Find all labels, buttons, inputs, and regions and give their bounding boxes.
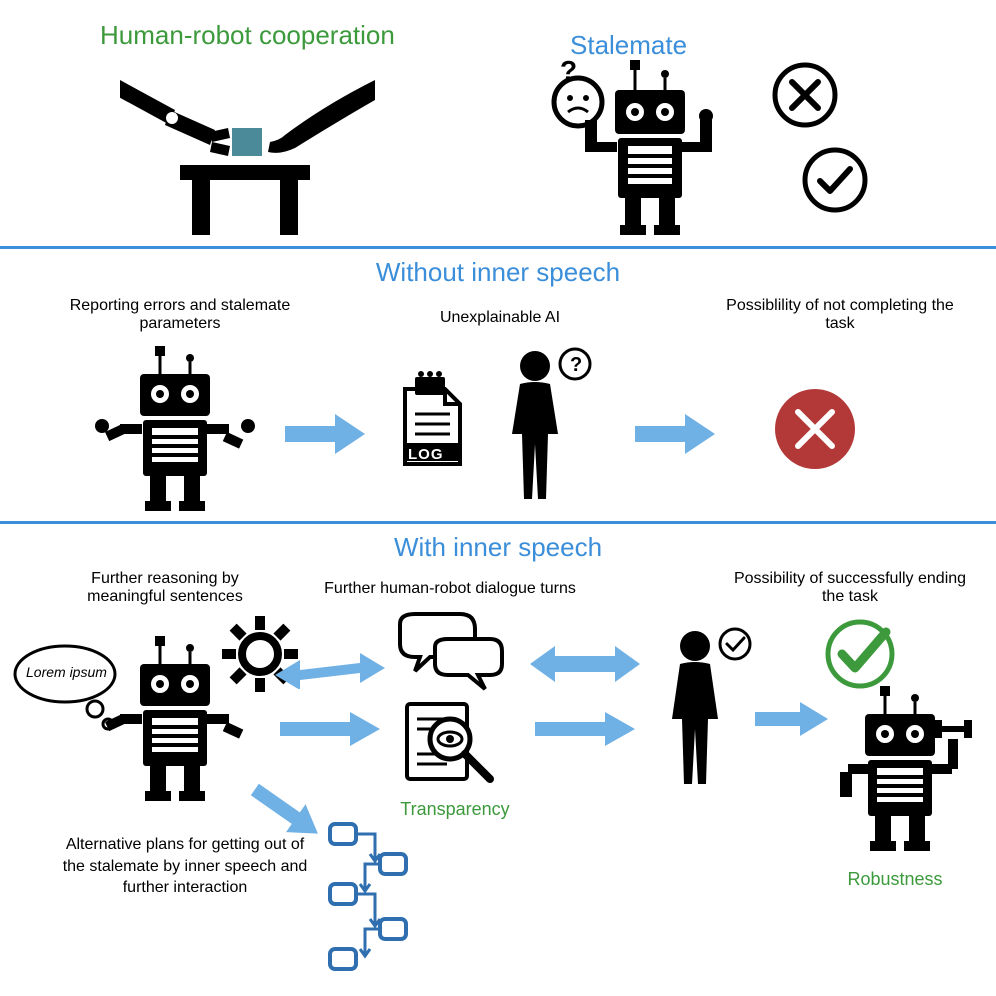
title-with: With inner speech [0, 532, 996, 563]
caption-errors: Reporting errors and stalemate parameter… [50, 297, 310, 333]
speech-bubbles-icon [390, 609, 510, 699]
caption-success: Possibility of successfully ending the t… [730, 570, 970, 606]
section-top: Human-robot cooperation Stalemate [0, 0, 996, 246]
caption-altplans: Alternative plans for getting out of the… [55, 834, 315, 899]
caption-unexplainable: Unexplainable AI [400, 309, 600, 327]
caption-notcompleting: Possiblility of not completing the task [720, 297, 960, 333]
section-middle: Without inner speech Reporting errors an… [0, 249, 996, 521]
svg-text:?: ? [570, 354, 582, 376]
caption-dialogue: Further human-robot dialogue turns [310, 580, 590, 598]
section-bottom: With inner speech Further reasoning by m… [0, 524, 996, 992]
check-badge-icon [800, 145, 870, 215]
x-badge-icon [770, 60, 840, 130]
arrow-right-icon [280, 409, 370, 459]
title-without: Without inner speech [0, 257, 996, 288]
label-robustness: Robustness [820, 869, 970, 890]
log-label: LOG [408, 446, 444, 463]
arrow-right-mid-icon [275, 709, 385, 749]
red-x-icon [770, 384, 860, 474]
svg-text:?: ? [560, 55, 577, 86]
alt-plans-flow-icon [320, 819, 440, 979]
transparency-doc-icon [395, 694, 505, 794]
person-confused-icon: ? [490, 344, 600, 504]
title-cooperation: Human-robot cooperation [100, 20, 395, 51]
thought-text: Lorem ipsum [26, 664, 107, 680]
person-check-icon [650, 624, 760, 794]
arrow-right-mid2-icon [530, 709, 640, 749]
handoff-icon [120, 60, 380, 240]
arrow-bidir-top-icon [275, 649, 385, 689]
green-check-icon [820, 614, 900, 694]
robot-confused-icon: ? [540, 50, 750, 240]
label-transparency: Transparency [380, 799, 530, 820]
robot-shrug-icon [90, 344, 260, 514]
robot-strong-icon [810, 684, 980, 864]
arrow-right-2-icon [630, 409, 720, 459]
arrow-bidir-right-icon [530, 644, 640, 684]
caption-reasoning: Further reasoning by meaningful sentence… [55, 570, 275, 606]
